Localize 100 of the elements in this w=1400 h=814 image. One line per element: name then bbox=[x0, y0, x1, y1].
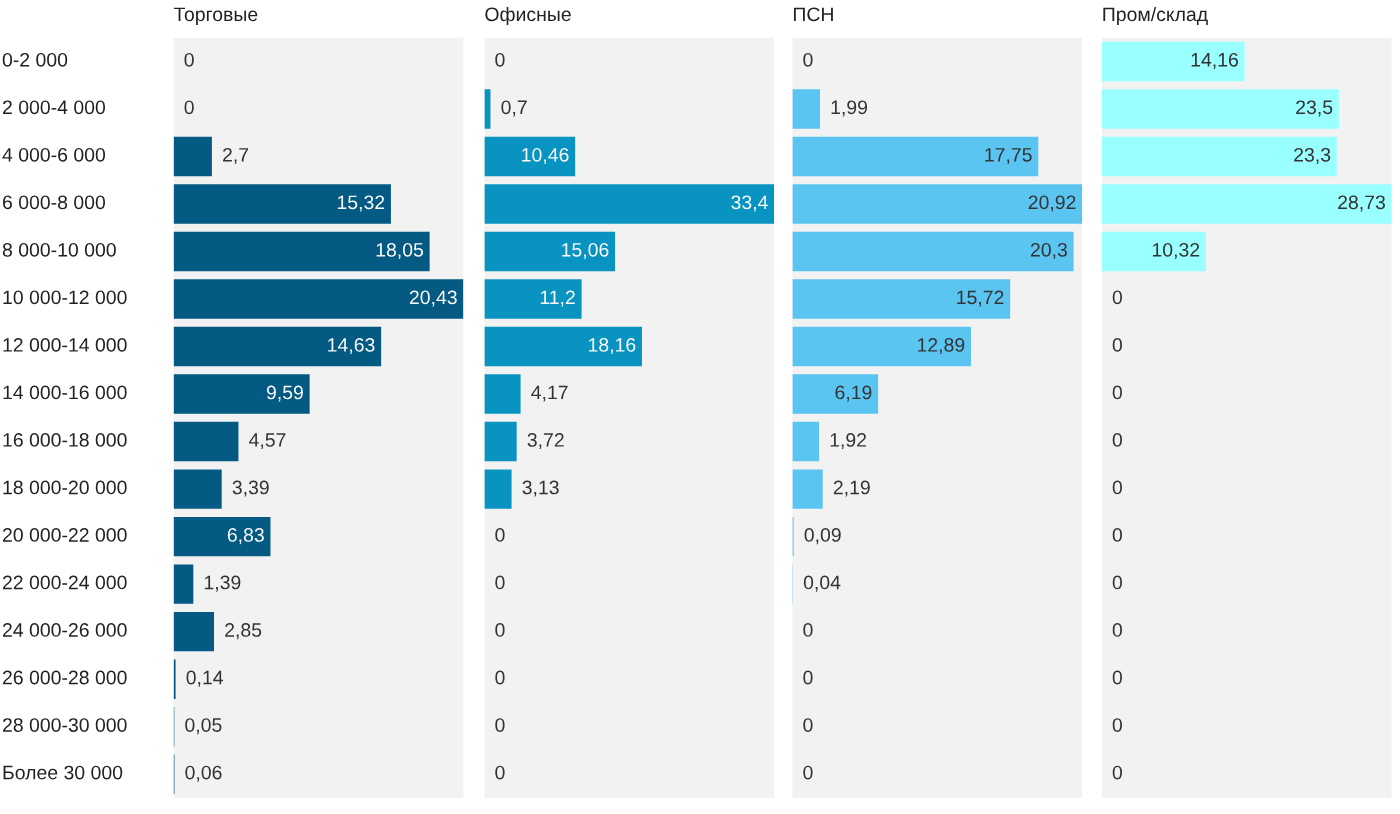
bar bbox=[173, 516, 271, 557]
y-tick-label: 22 000-24 000 bbox=[2, 575, 127, 590]
chart-title: Пром/склад bbox=[1103, 6, 1208, 26]
data-label: 6,83 bbox=[227, 528, 264, 545]
bar bbox=[792, 374, 879, 414]
data-label: 15,06 bbox=[562, 242, 609, 260]
bar bbox=[792, 469, 823, 509]
data-label: 0,7 bbox=[501, 100, 527, 117]
data-label: 0 bbox=[1112, 718, 1122, 732]
bar bbox=[484, 469, 512, 509]
y-tick-label: Более 30 000 bbox=[3, 765, 123, 780]
data-label: 0 bbox=[495, 765, 505, 780]
data-label: 6,19 bbox=[835, 385, 872, 402]
data-label: 17,75 bbox=[985, 148, 1032, 164]
y-tick-label: 8 000-10 000 bbox=[2, 242, 116, 257]
data-label: 0 bbox=[1112, 765, 1122, 780]
bar bbox=[484, 231, 616, 272]
y-tick-label: 10 000-12 000 bbox=[3, 290, 127, 305]
bar bbox=[173, 326, 382, 367]
chart-title: ПСН bbox=[793, 7, 833, 22]
data-label: 0 bbox=[1112, 433, 1122, 447]
data-label: 0 bbox=[1112, 480, 1122, 495]
data-label: 0,06 bbox=[185, 765, 222, 782]
bar bbox=[484, 184, 775, 224]
data-label: 10,32 bbox=[1152, 242, 1200, 260]
bar bbox=[173, 421, 239, 462]
y-tick-label: 26 000-28 000 bbox=[2, 670, 127, 685]
y-tick-label: 0-2 000 bbox=[2, 52, 68, 67]
data-label: 0 bbox=[495, 670, 505, 685]
data-label: 4,17 bbox=[531, 385, 568, 402]
data-label: 0 bbox=[495, 528, 505, 542]
data-label: 0 bbox=[1112, 670, 1122, 685]
data-label: 0 bbox=[495, 575, 505, 590]
data-label: 1,99 bbox=[831, 100, 868, 117]
data-label: 0 bbox=[495, 718, 505, 732]
data-label: 0 bbox=[803, 670, 813, 685]
y-tick-label: 14 000-16 000 bbox=[3, 385, 127, 400]
data-label: 0 bbox=[803, 623, 813, 637]
data-label: 0 bbox=[1112, 623, 1122, 637]
data-label: 0 bbox=[1112, 290, 1122, 305]
bar bbox=[484, 279, 582, 319]
chart-title: Торговые bbox=[174, 7, 258, 26]
data-label: 0,04 bbox=[803, 575, 841, 592]
data-label: 14,63 bbox=[328, 338, 375, 355]
bar bbox=[173, 184, 391, 224]
data-label: 0 bbox=[1112, 575, 1122, 590]
data-label: 0 bbox=[495, 52, 505, 67]
bar bbox=[792, 326, 971, 367]
bar bbox=[1101, 184, 1392, 224]
y-tick-label: 4 000-6 000 bbox=[2, 147, 106, 162]
data-label: 1,39 bbox=[204, 575, 241, 592]
data-label: 9,59 bbox=[266, 385, 303, 402]
data-label: 20,3 bbox=[1030, 242, 1067, 260]
data-label: 0 bbox=[803, 718, 813, 732]
bar bbox=[484, 326, 642, 367]
data-label: 4,57 bbox=[249, 433, 286, 450]
data-label: 0,05 bbox=[185, 718, 222, 735]
bar bbox=[792, 231, 1074, 272]
bar bbox=[1101, 136, 1337, 177]
chart-title: Офисные bbox=[485, 6, 571, 26]
data-label: 15,72 bbox=[957, 290, 1004, 307]
bar bbox=[484, 374, 521, 414]
bar bbox=[173, 611, 215, 652]
y-tick-label: 24 000-26 000 bbox=[2, 623, 127, 637]
data-label: 2,19 bbox=[833, 480, 870, 497]
data-label: 11,2 bbox=[540, 290, 575, 307]
bar bbox=[792, 89, 820, 129]
y-tick-label: 18 000-20 000 bbox=[3, 480, 127, 495]
bar bbox=[173, 564, 194, 604]
y-tick-label: 28 000-30 000 bbox=[2, 718, 127, 732]
bar bbox=[173, 279, 464, 319]
data-label: 0 bbox=[1112, 528, 1122, 542]
bar bbox=[484, 421, 517, 462]
y-tick-label: 6 000-8 000 bbox=[2, 195, 106, 210]
data-label: 0,14 bbox=[186, 670, 223, 687]
data-label: 3,13 bbox=[522, 480, 559, 497]
bar bbox=[173, 136, 212, 177]
data-label: 0 bbox=[184, 52, 194, 67]
data-label: 3,39 bbox=[232, 480, 269, 497]
data-label: 0 bbox=[495, 623, 505, 637]
data-label: 18,16 bbox=[589, 338, 636, 355]
data-label: 0 bbox=[1112, 385, 1122, 400]
bar bbox=[173, 469, 222, 509]
data-label: 2,85 bbox=[225, 623, 262, 640]
data-label: 0 bbox=[803, 765, 813, 780]
bar bbox=[792, 136, 1039, 177]
bar bbox=[173, 374, 310, 414]
data-label: 0 bbox=[184, 100, 194, 115]
bar bbox=[1101, 89, 1339, 129]
bar bbox=[792, 421, 819, 462]
data-label: 23,5 bbox=[1296, 100, 1333, 117]
data-label: 12,89 bbox=[918, 338, 965, 355]
data-label: 0 bbox=[803, 52, 813, 67]
data-label: 14,16 bbox=[1191, 52, 1238, 69]
data-label: 15,32 bbox=[337, 195, 385, 212]
data-label: 23,3 bbox=[1294, 147, 1331, 164]
data-label: 3,72 bbox=[527, 433, 564, 450]
data-label: 1,92 bbox=[830, 433, 867, 450]
bar bbox=[792, 279, 1011, 319]
data-label: 28,73 bbox=[1338, 195, 1385, 212]
